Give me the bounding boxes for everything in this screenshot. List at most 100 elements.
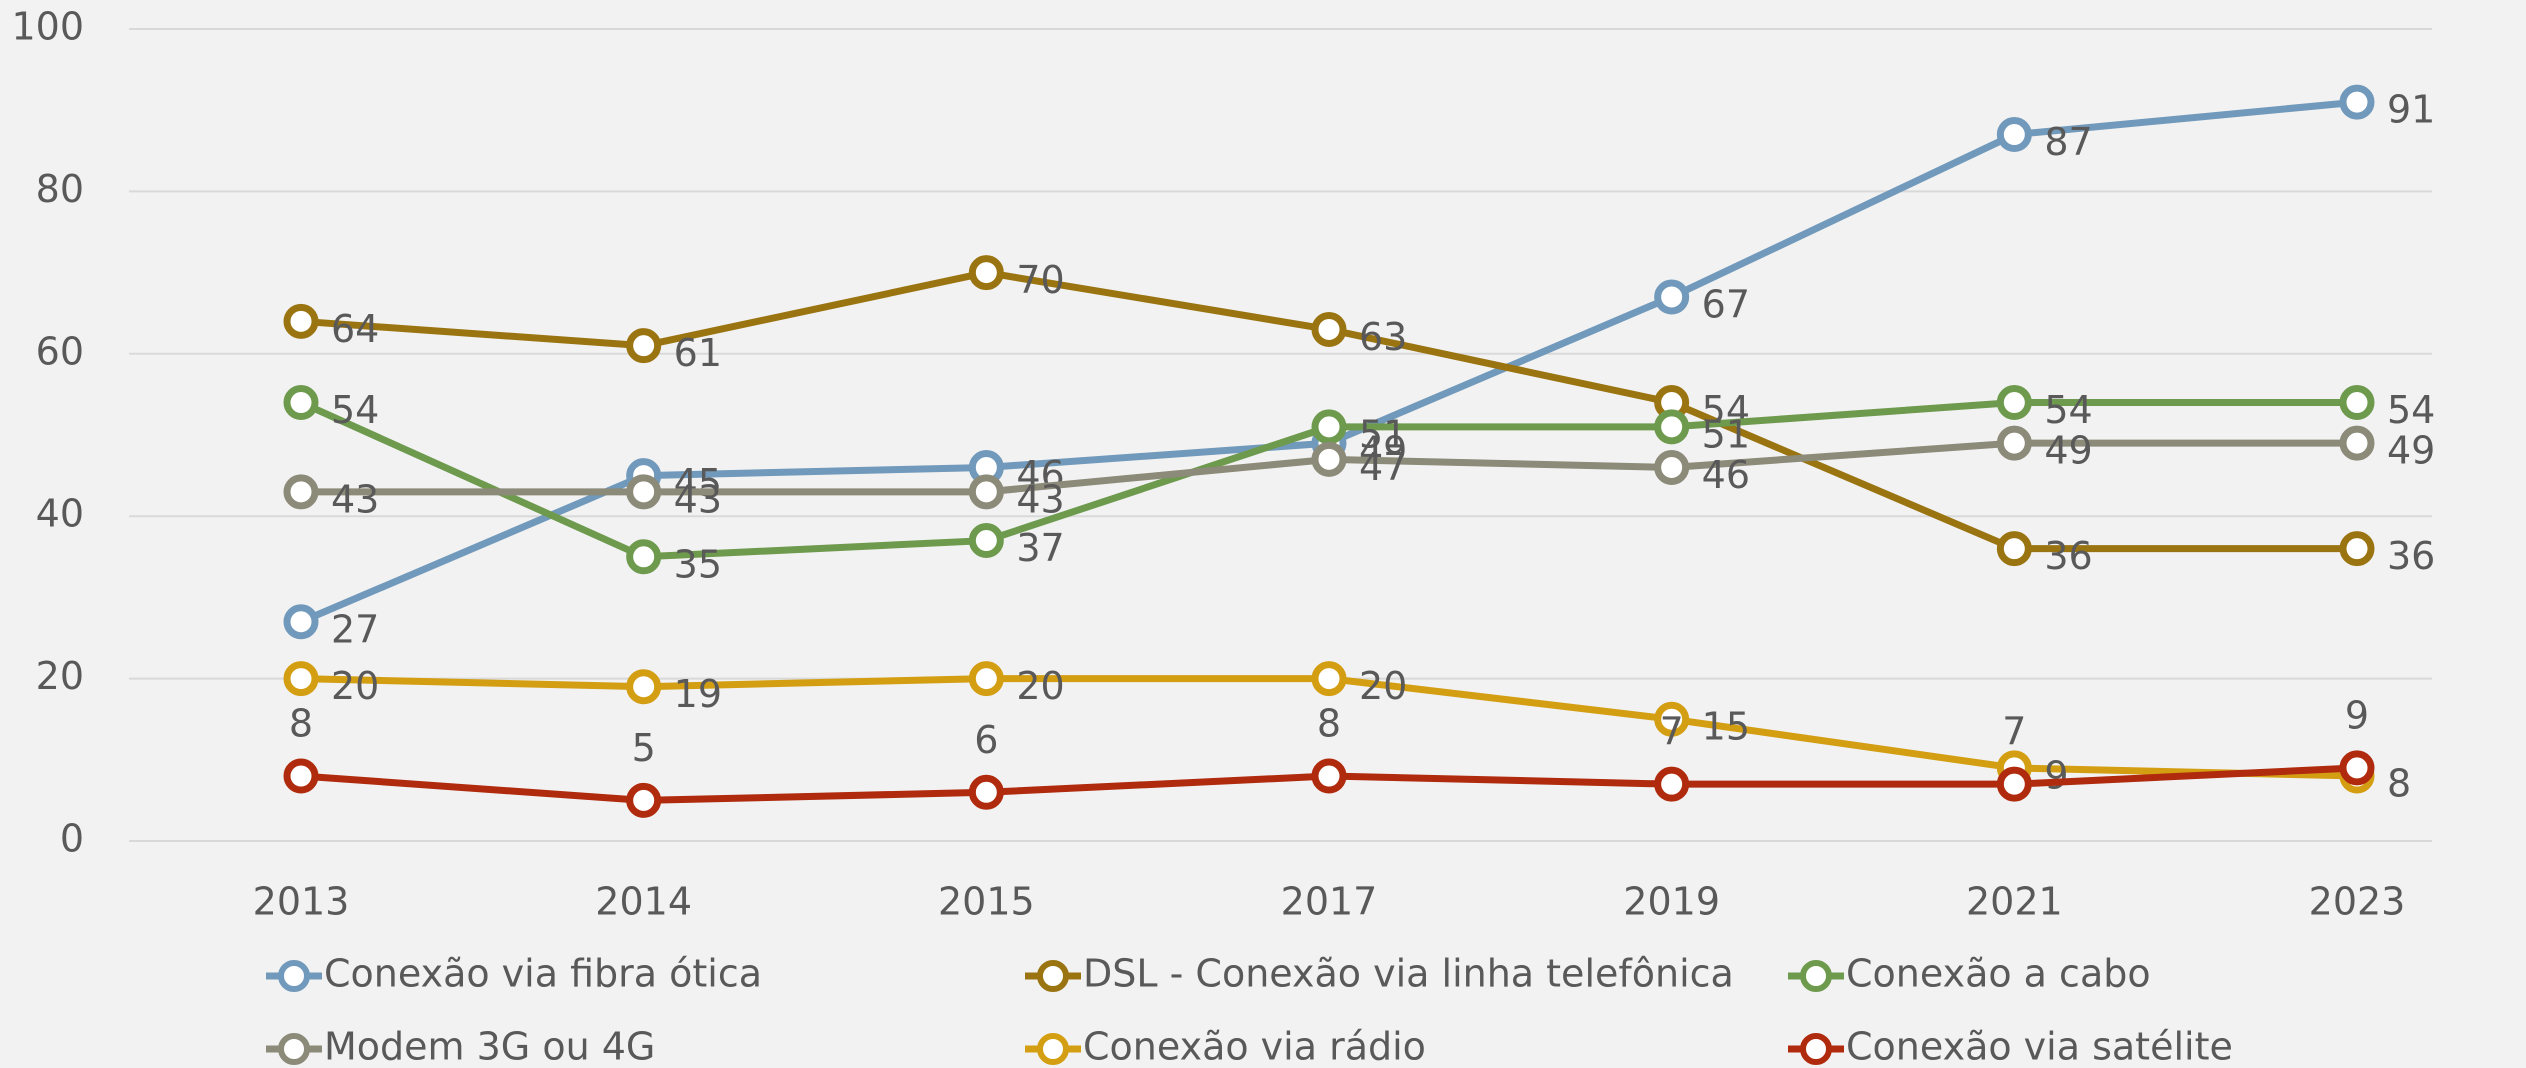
point-marker (1996, 117, 2032, 153)
x-tick-label: 2015 (938, 880, 1035, 924)
point-marker (1654, 449, 1690, 485)
legend-marker (278, 1033, 310, 1065)
point-marker (626, 539, 662, 575)
data-label: 91 (2387, 88, 2435, 132)
point-marker (283, 385, 319, 421)
data-label: 36 (2044, 534, 2092, 578)
data-label: 49 (1359, 429, 1407, 473)
point-marker (1996, 425, 2032, 461)
data-label: 54 (2387, 388, 2435, 432)
point-marker (2339, 425, 2375, 461)
legend-marker (1037, 960, 1069, 992)
data-label: 67 (1702, 282, 1750, 326)
data-label: 20 (1359, 664, 1407, 708)
data-label: 51 (1359, 412, 1407, 456)
y-tick-label: 40 (36, 492, 84, 536)
data-label: 54 (331, 388, 379, 432)
legend-label: Modem 3G ou 4G (324, 1025, 655, 1068)
data-label: 43 (674, 477, 722, 521)
y-tick-label: 0 (60, 817, 84, 861)
data-label: 64 (331, 307, 379, 351)
point-marker (1311, 409, 1347, 445)
point-marker (2339, 531, 2375, 567)
point-marker (1654, 409, 1690, 445)
data-label: 15 (1702, 705, 1750, 749)
data-label: 7 (1660, 710, 1684, 754)
legend-label: Conexão a cabo (1846, 952, 2151, 996)
legend-marker (1800, 960, 1832, 992)
legend-label: Conexão via fibra ótica (324, 952, 762, 996)
point-marker (968, 474, 1004, 510)
point-marker (626, 328, 662, 364)
point-marker (1996, 385, 2032, 421)
point-marker (283, 474, 319, 510)
point-marker (626, 474, 662, 510)
point-marker (1311, 661, 1347, 697)
legend-label: Conexão via satélite (1846, 1025, 2233, 1068)
point-marker (283, 758, 319, 794)
y-tick-label: 20 (36, 654, 84, 698)
data-label: 20 (331, 664, 379, 708)
data-label: 9 (2044, 753, 2068, 797)
data-label: 19 (674, 672, 722, 716)
data-label: 46 (1702, 453, 1750, 497)
data-label: 43 (1016, 477, 1064, 521)
data-label: 51 (1702, 412, 1750, 456)
data-label: 9 (2345, 693, 2369, 737)
data-label: 36 (2387, 534, 2435, 578)
x-tick-label: 2021 (1966, 880, 2063, 924)
point-marker (1311, 441, 1347, 477)
data-label: 5 (632, 726, 656, 770)
point-marker (1996, 766, 2032, 802)
data-label: 8 (1317, 702, 1341, 746)
legend-label: Conexão via rádio (1083, 1025, 1426, 1068)
data-label: 7 (2002, 710, 2026, 754)
data-label: 35 (674, 542, 722, 586)
data-label: 8 (2387, 762, 2411, 806)
legend-label: DSL - Conexão via linha telefônica (1083, 952, 1734, 996)
data-label: 37 (1016, 526, 1064, 570)
data-label: 87 (2044, 120, 2092, 164)
data-label: 27 (331, 607, 379, 651)
y-tick-label: 100 (11, 5, 84, 49)
point-marker (1311, 311, 1347, 347)
legend-marker (1037, 1033, 1069, 1065)
point-marker (2339, 750, 2375, 786)
legend-marker (1800, 1033, 1832, 1065)
data-label: 47 (1359, 445, 1407, 489)
x-tick-label: 2023 (2309, 880, 2406, 924)
data-label: 8 (289, 702, 313, 746)
data-label: 49 (2044, 429, 2092, 473)
data-label: 43 (331, 477, 379, 521)
point-marker (968, 774, 1004, 810)
point-marker (626, 669, 662, 705)
y-tick-label: 60 (36, 329, 84, 373)
data-label: 63 (1359, 315, 1407, 359)
legend-marker (278, 960, 310, 992)
point-marker (2339, 385, 2375, 421)
x-tick-label: 2014 (595, 880, 692, 924)
point-marker (1311, 758, 1347, 794)
point-marker (283, 661, 319, 697)
point-marker (283, 604, 319, 640)
point-marker (1654, 279, 1690, 315)
data-label: 70 (1016, 258, 1064, 302)
point-marker (968, 523, 1004, 559)
point-marker (1654, 701, 1690, 737)
data-label: 6 (974, 718, 998, 762)
point-marker (1654, 766, 1690, 802)
point-marker (968, 661, 1004, 697)
point-marker (2339, 84, 2375, 120)
data-label: 20 (1016, 664, 1064, 708)
data-label: 61 (674, 331, 722, 375)
point-marker (626, 782, 662, 818)
data-label: 45 (674, 461, 722, 505)
x-tick-label: 2017 (1281, 880, 1378, 924)
point-marker (1996, 531, 2032, 567)
data-label: 49 (2387, 429, 2435, 473)
x-tick-label: 2013 (253, 880, 350, 924)
point-marker (968, 255, 1004, 291)
y-tick-label: 80 (36, 167, 84, 211)
point-marker (283, 303, 319, 339)
